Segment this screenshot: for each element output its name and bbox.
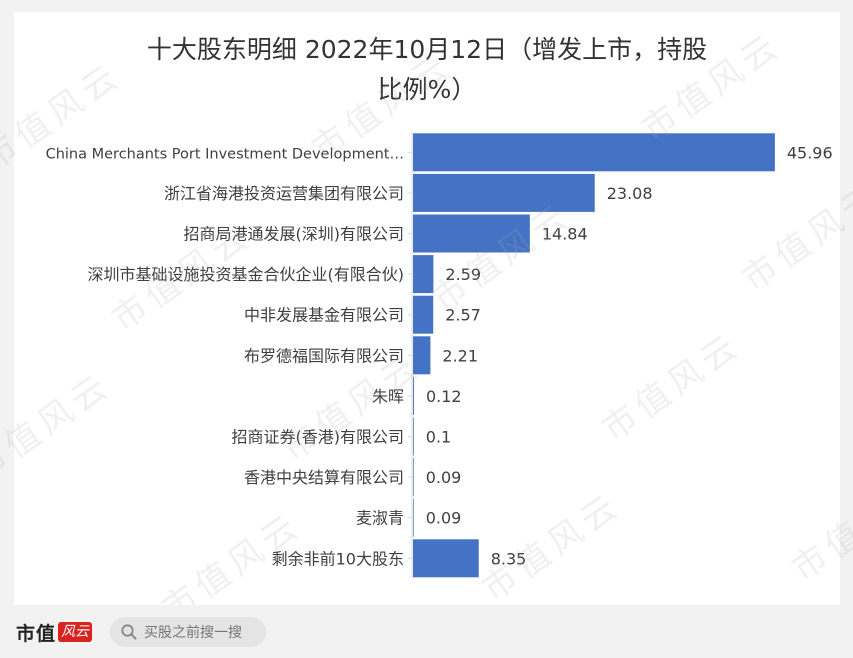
brand-mark: 风云 [58, 622, 93, 642]
category-label: 招商证券(香港)有限公司 [232, 428, 405, 447]
bar[interactable] [413, 376, 414, 415]
bar[interactable] [413, 336, 431, 375]
bar[interactable] [413, 458, 414, 497]
category-label: 麦淑青 [356, 509, 404, 528]
bar[interactable] [413, 214, 530, 253]
data-label: 2.59 [445, 265, 481, 284]
bar[interactable] [413, 173, 595, 212]
footer-bar: 市值 风云 买股之前搜一搜 [0, 605, 853, 658]
chart-card: 十大股东明细 2022年10月12日（增发上市，持股 比例%） China Me… [14, 12, 840, 605]
data-label: 0.09 [426, 468, 462, 487]
category-label: 香港中央结算有限公司 [244, 468, 404, 487]
category-label: 深圳市基础设施投资基金合伙企业(有限合伙) [88, 265, 405, 284]
category-label: China Merchants Port Investment Developm… [46, 146, 404, 162]
bar[interactable] [413, 255, 434, 294]
bar[interactable] [413, 417, 414, 456]
bar[interactable] [413, 133, 775, 172]
search-box[interactable]: 买股之前搜一搜 [110, 617, 266, 647]
bar[interactable] [413, 498, 414, 537]
search-icon [121, 624, 137, 640]
bar[interactable] [413, 539, 479, 578]
category-label: 招商局港通发展(深圳)有限公司 [184, 225, 405, 244]
data-label: 2.57 [445, 306, 481, 325]
brand-name: 市值 [16, 622, 57, 645]
category-label: 浙江省海港投资运营集团有限公司 [164, 184, 404, 203]
data-label: 45.96 [787, 143, 833, 162]
data-label: 0.09 [426, 509, 462, 528]
category-label: 布罗德福国际有限公司 [244, 346, 404, 365]
chart-title: 十大股东明细 2022年10月12日（增发上市，持股 比例%） [14, 30, 840, 110]
brand-logo: 市值 风云 [16, 620, 93, 645]
data-label: 0.1 [426, 428, 451, 447]
bar-chart: China Merchants Port Investment Developm… [46, 132, 833, 579]
data-label: 2.21 [442, 346, 478, 365]
data-label: 0.12 [426, 387, 462, 406]
data-label: 8.35 [491, 549, 527, 568]
chart-title-line-2: 比例%） [377, 75, 477, 104]
category-label: 剩余非前10大股东 [272, 549, 404, 568]
data-label: 14.84 [542, 225, 588, 244]
search-placeholder: 买股之前搜一搜 [144, 625, 242, 641]
data-label: 23.08 [607, 184, 653, 203]
category-label: 朱晖 [372, 387, 404, 406]
chart-title-line-1: 十大股东明细 2022年10月12日（增发上市，持股 [146, 35, 708, 64]
category-label: 中非发展基金有限公司 [244, 306, 404, 325]
bar[interactable] [413, 295, 434, 334]
